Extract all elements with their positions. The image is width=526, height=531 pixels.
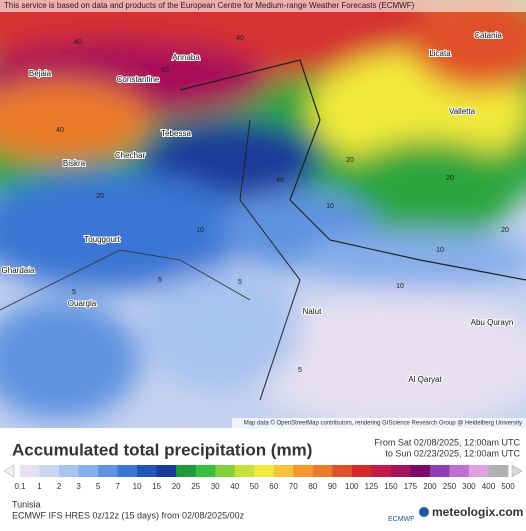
legend-swatch (234, 465, 255, 477)
place-label: Ouargla (68, 299, 97, 308)
legend-tick: 150 (384, 482, 398, 491)
legend-swatch (195, 465, 216, 477)
legend-swatch (468, 465, 489, 477)
legend-tick: 1 (37, 482, 42, 491)
place-label: Abu Qurayn (471, 318, 514, 327)
legend-tick: 100 (345, 482, 359, 491)
time-to: to Sun 02/23/2025, 12:00am UTC (385, 448, 520, 458)
legend-swatch (156, 465, 177, 477)
legend-tick: 60 (269, 482, 278, 491)
legend-tick: 3 (76, 482, 81, 491)
contour-label: 40 (276, 177, 284, 184)
legend-swatch (176, 465, 197, 477)
legend-swatch (20, 465, 41, 477)
legend-tick: 70 (289, 482, 298, 491)
legend-tick: 50 (250, 482, 259, 491)
legend-swatch (488, 465, 509, 477)
place-label: Catania (474, 31, 502, 40)
legend-tick: 90 (328, 482, 337, 491)
model-info: ECMWF IFS HRES 0z/12z (15 days) from 02/… (12, 510, 245, 520)
legend-tick: 10 (133, 482, 142, 491)
legend-swatch (429, 465, 450, 477)
legend-swatch (39, 465, 60, 477)
legend-tick: 20 (172, 482, 181, 491)
legend-swatch (351, 465, 372, 477)
legend-tick: 125 (365, 482, 379, 491)
place-label: Al Qaryat (408, 375, 442, 384)
place-label: Touggourt (84, 235, 120, 244)
legend-tick: 500 (501, 482, 515, 491)
place-label: Valletta (449, 107, 476, 116)
legend-tick: 250 (443, 482, 457, 491)
contour-label: 20 (346, 157, 354, 164)
legend-swatch (332, 465, 353, 477)
contour-label: 5 (238, 279, 242, 286)
place-label: Ghardaia (2, 266, 35, 275)
legend-tick: 400 (482, 482, 496, 491)
legend-swatch (390, 465, 411, 477)
place-labels: Catania Licata Annaba Bejaia Constantine Vall… (1, 30, 515, 385)
color-legend: 0.1 1 2 3 5 7 10 15 20 25 30 40 50 60 70 80 90 100 125 150 1… (14, 465, 515, 491)
contour-label: 20 (96, 193, 104, 200)
ecmwf-logo: ECMWF (388, 516, 414, 523)
contour-label: 5 (158, 277, 162, 284)
legend-tick: 30 (211, 482, 220, 491)
legend-tick: 175 (404, 482, 418, 491)
attribution: Map data © OpenStreetMap contributors, r… (244, 420, 522, 427)
contour-label: 5 (72, 289, 76, 296)
contour-label: 60 (161, 67, 169, 74)
legend-swatch (78, 465, 99, 477)
legend-swatch (449, 465, 470, 477)
place-label: Biskra (63, 159, 86, 168)
legend-swatch (312, 465, 333, 477)
legend-tick: 40 (230, 482, 239, 491)
brand: meteologix.com (432, 505, 523, 519)
contour-label: 40 (74, 39, 82, 46)
legend-swatch (137, 465, 158, 477)
legend-swatch (410, 465, 431, 477)
legend-tick: 0.1 (14, 482, 26, 491)
place-label: Nalut (303, 307, 322, 316)
legend-tick: 200 (423, 482, 437, 491)
legend-tick: 15 (152, 482, 161, 491)
legend-swatch (117, 465, 138, 477)
contour-label: 10 (326, 203, 334, 210)
banner: This service is based on data and produc… (4, 1, 415, 10)
legend-swatch (254, 465, 275, 477)
time-from: From Sat 02/08/2025, 12:00am UTC (374, 437, 520, 447)
legend-swatch (273, 465, 294, 477)
contour-label: 40 (236, 35, 244, 42)
place-label: Constantine (117, 75, 160, 84)
precip-map: This service is based on data and produc… (0, 0, 526, 428)
place-label: Chechar (115, 151, 146, 160)
legend-tick: 7 (115, 482, 120, 491)
place-label: Tebessa (161, 129, 191, 138)
legend-tick: 25 (191, 482, 200, 491)
contour-label: 10 (436, 247, 444, 254)
place-label: Licata (429, 49, 451, 58)
contour-label: 20 (501, 227, 509, 234)
legend-tick: 80 (308, 482, 317, 491)
legend-tick: 300 (462, 482, 476, 491)
place-label: Annaba (172, 53, 200, 62)
contour-label: 40 (56, 127, 64, 134)
legend-swatch (215, 465, 236, 477)
place-label: Bejaia (29, 69, 52, 78)
contour-label: 5 (298, 367, 302, 374)
legend-tick: 2 (57, 482, 62, 491)
chart-title: Accumulated total precipitation (mm) (12, 440, 312, 459)
region: Tunisia (12, 499, 41, 509)
contour-label: 10 (396, 283, 404, 290)
legend-swatch (59, 465, 80, 477)
contour-label: 10 (196, 227, 204, 234)
legend-swatch (371, 465, 392, 477)
legend-swatch (293, 465, 314, 477)
contour-label: 20 (446, 175, 454, 182)
legend-tick: 5 (96, 482, 101, 491)
legend-swatch (98, 465, 119, 477)
